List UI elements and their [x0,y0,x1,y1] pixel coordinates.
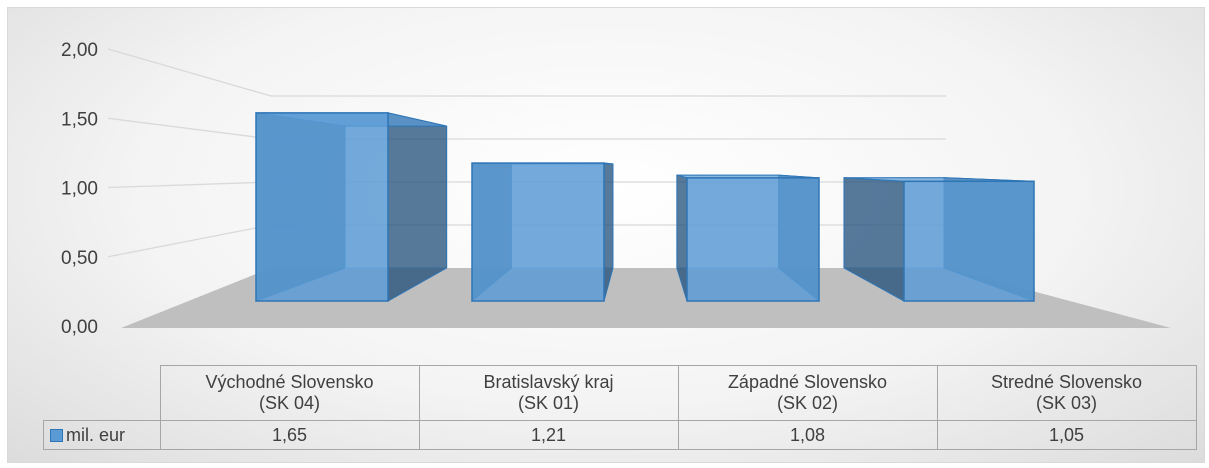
bar [686,177,820,302]
bar [255,112,389,302]
value-label: 1,05 [936,420,1197,450]
grid-line [107,48,946,97]
y-tick-label: 1,50 [61,109,98,130]
category-label: Západné Slovensko (SK 02) [677,365,938,421]
legend-cell: mil. eur [43,420,161,450]
blank-cell [44,366,161,421]
bar [903,180,1035,302]
y-tick-label: 2,00 [61,40,98,61]
value-label: 1,65 [159,420,420,450]
y-tick-label: 1,00 [61,179,98,200]
grid-line [107,117,946,140]
value-label: 1,21 [418,420,679,450]
category-label: Bratislavský kraj (SK 01) [418,365,679,421]
bar-side [387,112,448,302]
chart-area: 0,00 0,50 1,00 1,50 2,00 Východné Slovensko … [7,7,1205,463]
legend-swatch [50,428,63,442]
y-tick-label: 0,50 [61,248,98,269]
value-label: 1,08 [677,420,938,450]
data-table: Východné Slovensko (SK 04) Bratislavský k… [43,365,1197,450]
chart: 0,00 0,50 1,00 1,50 2,00 [61,40,1171,338]
y-tick-label: 0,00 [61,317,98,338]
legend-label: mil. eur [66,424,126,445]
bar [471,162,605,302]
category-label: Východné Slovensko (SK 04) [159,365,420,421]
category-label: Stredné Slovensko (SK 03) [936,365,1197,421]
